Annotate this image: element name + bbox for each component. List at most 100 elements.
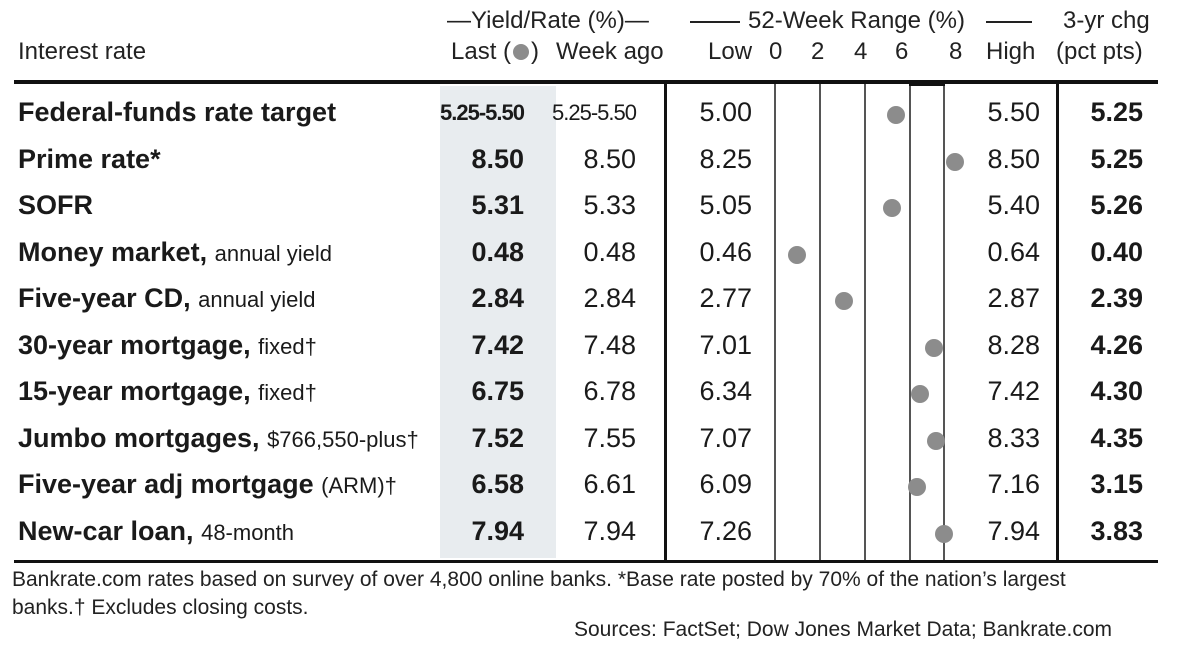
row-label: Federal-funds rate target — [18, 97, 336, 128]
cell-3yr-chg: 4.30 — [1090, 376, 1143, 406]
range-dot-marker — [788, 245, 807, 264]
cell-3yr-chg: 4.26 — [1090, 329, 1143, 360]
cell-week-ago: 7.48 — [583, 329, 636, 360]
cell-high: 5.50 — [987, 97, 1040, 127]
cell-high: 8.33 — [987, 422, 1040, 453]
cell-high: 2.87 — [987, 283, 1040, 313]
cell-last: 6.58 — [471, 469, 524, 499]
header-paren-close: ) — [531, 38, 540, 65]
range-8-box-top — [909, 84, 945, 86]
cell-low: 5.05 — [699, 190, 752, 220]
legend-dot-icon — [513, 44, 530, 60]
range-tick-label: 4 — [854, 38, 868, 65]
range-tick-label: 8 — [949, 38, 963, 65]
range-tick-label: 2 — [811, 38, 825, 65]
cell-high: 5.40 — [987, 190, 1040, 220]
cell-3yr-chg: 0.40 — [1090, 236, 1143, 267]
last-column-shade — [440, 86, 556, 558]
cell-3yr-chg: 5.25 — [1090, 97, 1143, 127]
row-label: Jumbo mortgages, $766,550-plus† — [18, 423, 419, 454]
cell-week-ago: 6.61 — [583, 469, 636, 499]
header-chg-line2: (pct pts) — [1056, 38, 1143, 65]
row-name: Prime rate* — [18, 143, 161, 174]
cell-3yr-chg: 3.15 — [1090, 469, 1143, 499]
header-last-label: Last — [451, 38, 497, 65]
range-grid-0 — [774, 84, 776, 560]
cell-last: 6.75 — [471, 376, 524, 406]
range-tick-label: 6 — [895, 38, 909, 65]
row-qualifier: annual yield — [214, 240, 333, 266]
range-dot-marker — [908, 478, 927, 496]
header-last: Last () — [451, 38, 539, 66]
cell-last: 7.94 — [471, 515, 524, 546]
row-label: 15-year mortgage, fixed† — [18, 376, 317, 407]
header-chg-line1: 3-yr chg — [1063, 7, 1150, 34]
row-name: 15-year mortgage, — [18, 376, 251, 406]
cell-high: 7.42 — [987, 376, 1040, 406]
row-label: Money market, annual yield — [18, 237, 332, 268]
header-rule — [14, 80, 1158, 84]
cell-high: 8.28 — [987, 329, 1040, 360]
row-qualifier: fixed† — [258, 380, 317, 405]
cell-week-ago: 7.94 — [583, 515, 636, 546]
cell-low: 7.26 — [699, 515, 752, 546]
row-qualifier: (ARM)† — [321, 473, 397, 498]
cell-high: 7.94 — [987, 515, 1040, 546]
row-qualifier: annual yield — [198, 287, 316, 312]
header-high: High — [986, 38, 1036, 65]
cell-week-ago: 2.84 — [583, 283, 636, 313]
header-range-group: 52-Week Range (%) — [748, 7, 965, 34]
row-label: Five-year adj mortgage (ARM)† — [18, 469, 397, 500]
range-dash-left — [690, 21, 740, 23]
cell-week-ago: 5.25-5.50 — [552, 100, 637, 125]
row-name: New-car loan, — [18, 515, 194, 546]
row-name: Five-year adj mortgage — [18, 469, 314, 499]
cell-last: 7.52 — [471, 422, 524, 453]
cell-last: 8.50 — [471, 143, 524, 174]
cell-last: 7.42 — [471, 329, 524, 360]
range-grid-2 — [819, 84, 821, 560]
cell-high: 7.16 — [987, 469, 1040, 499]
footnote-line2: banks.† Excludes closing costs. — [12, 596, 309, 619]
row-qualifier: $766,550-plus† — [267, 426, 419, 452]
header-paren-open: ( — [503, 38, 512, 65]
range-dot-marker — [883, 199, 902, 217]
cell-high: 0.64 — [987, 236, 1040, 267]
cell-low: 2.77 — [699, 283, 752, 313]
range-divider-left — [664, 84, 667, 560]
cell-3yr-chg: 3.83 — [1090, 515, 1143, 546]
cell-low: 7.07 — [699, 422, 752, 453]
row-label: SOFR — [18, 190, 93, 221]
cell-low: 5.00 — [699, 97, 752, 127]
range-dot-marker — [886, 106, 905, 124]
range-dot-marker — [934, 524, 953, 543]
range-dot-marker — [834, 292, 853, 310]
row-label: New-car loan, 48-month — [18, 516, 294, 547]
row-name: Federal-funds rate target — [18, 97, 337, 127]
row-qualifier: 48-month — [201, 519, 295, 545]
range-dot-marker — [926, 431, 945, 450]
cell-last: 5.25-5.50 — [440, 100, 525, 125]
header-interest-rate: Interest rate — [18, 38, 147, 65]
sources: Sources: FactSet; Dow Jones Market Data;… — [574, 618, 1113, 641]
cell-week-ago: 7.55 — [583, 422, 636, 453]
cell-last: 2.84 — [471, 283, 524, 313]
row-label: Five-year CD, annual yield — [18, 283, 316, 314]
header-yield-group: —Yield/Rate (%)— — [447, 7, 649, 34]
cell-3yr-chg: 5.25 — [1090, 143, 1143, 174]
cell-week-ago: 8.50 — [583, 143, 636, 174]
cell-week-ago: 0.48 — [583, 236, 636, 267]
footnote-line1: Bankrate.com rates based on survey of ov… — [12, 568, 1066, 591]
range-divider-right — [1056, 84, 1059, 560]
cell-low: 6.34 — [699, 376, 752, 406]
row-qualifier: fixed† — [258, 333, 317, 359]
cell-week-ago: 5.33 — [583, 190, 636, 220]
cell-last: 5.31 — [471, 190, 524, 220]
cell-low: 7.01 — [699, 329, 752, 360]
cell-high: 8.50 — [987, 143, 1040, 174]
row-name: Five-year CD, — [18, 283, 191, 313]
cell-3yr-chg: 4.35 — [1090, 422, 1143, 453]
row-name: SOFR — [18, 190, 94, 220]
row-name: 30-year mortgage, — [18, 329, 251, 360]
range-dot-marker — [945, 152, 964, 171]
